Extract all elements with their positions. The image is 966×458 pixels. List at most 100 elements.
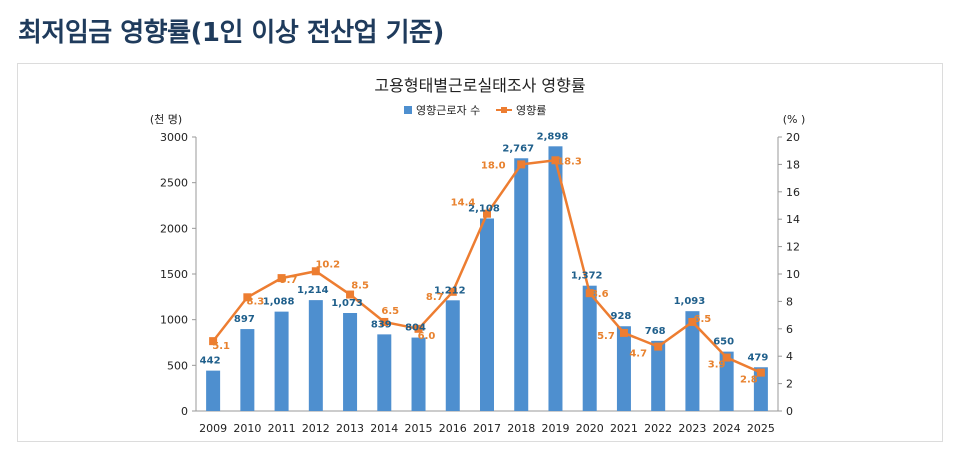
left-tick-label: 1000 [160, 314, 188, 327]
rate-marker [483, 209, 491, 218]
rate-marker [551, 156, 560, 165]
legend-bar-swatch [404, 106, 412, 114]
right-tick-label: 0 [786, 405, 793, 418]
chart-title: 고용형태별근로실태조사 영향률 [374, 76, 586, 95]
legend-line-label: 영향률 [516, 104, 546, 117]
rate-marker [756, 368, 765, 377]
right-tick-label: 20 [786, 131, 800, 144]
rate-marker [243, 293, 252, 302]
bar-data-label: 768 [645, 326, 666, 337]
rate-data-label: 3.9 [708, 360, 726, 371]
bar-data-label: 1,073 [331, 298, 363, 309]
bar [274, 311, 289, 411]
rate-marker [722, 353, 731, 362]
rate-data-label: 8.7 [426, 292, 444, 303]
rate-data-label: 4.7 [629, 349, 647, 360]
left-tick-label: 3000 [160, 131, 188, 144]
bar [719, 351, 734, 411]
rate-data-label: 6.5 [694, 314, 712, 325]
bar [240, 329, 255, 411]
right-tick-label: 4 [786, 350, 793, 363]
rate-marker [517, 160, 526, 169]
left-axis-unit-label: (천 명) [150, 112, 182, 126]
bar [548, 146, 563, 411]
rate-data-label: 18.0 [481, 160, 506, 171]
bar-data-label: 1,212 [434, 285, 466, 296]
rate-data-label: 6.5 [381, 306, 399, 317]
x-tick-label: 2013 [336, 422, 364, 435]
bar-data-label: 839 [371, 319, 392, 330]
left-tick-label: 2500 [160, 177, 188, 190]
rate-marker [277, 274, 286, 283]
bar [411, 337, 426, 411]
bar-data-label: 2,767 [502, 143, 534, 154]
bar [616, 326, 631, 411]
right-tick-label: 16 [786, 186, 800, 199]
x-tick-label: 2016 [439, 422, 467, 435]
rate-data-label: 2.8 [740, 375, 758, 386]
bar-data-label: 1,214 [297, 285, 329, 296]
right-axis-unit-label: (% ) [783, 113, 806, 126]
rate-marker [619, 328, 628, 337]
chart-frame: 고용형태별근로실태조사 영향률 0 500 1000 1500 2000 2500 3000… [17, 63, 943, 442]
bar-data-label: 650 [713, 337, 734, 348]
bar-data-label: 479 [747, 352, 768, 363]
rate-data-label: 8.3 [246, 296, 264, 307]
x-tick-label: 2022 [644, 422, 672, 435]
right-tick-label: 10 [786, 268, 800, 281]
rate-data-label: 5.7 [597, 331, 615, 342]
bar [377, 334, 392, 411]
bar-data-label: 897 [234, 314, 255, 325]
rate-marker [654, 342, 663, 351]
bar-data-label: 1,093 [674, 296, 706, 307]
rate-marker [688, 317, 697, 326]
rate-data-label: 18.3 [557, 156, 582, 167]
rate-marker [414, 324, 423, 333]
rate-data-label: 10.2 [315, 259, 340, 270]
right-tick-label: 14 [786, 213, 800, 226]
rate-marker [346, 290, 355, 299]
x-tick-label: 2011 [268, 422, 296, 435]
x-tick-label: 2009 [199, 422, 227, 435]
x-tick-label: 2018 [507, 422, 535, 435]
right-tick-label: 18 [786, 158, 800, 171]
rate-marker [448, 287, 457, 296]
page-title: 최저임금 영향률(1인 이상 전산업 기준) [18, 18, 444, 48]
left-tick-label: 1500 [160, 268, 188, 281]
rate-marker [209, 337, 218, 346]
rate-data-label: 5.1 [212, 341, 230, 352]
bar [343, 312, 358, 411]
x-tick-label: 2023 [678, 422, 706, 435]
rate-data-label: 9.7 [280, 275, 298, 286]
legend-bar-label: 영향근로자 수 [416, 104, 480, 117]
left-tick-label: 0 [181, 405, 188, 418]
x-tick-label: 2024 [713, 422, 741, 435]
bar-data-label: 928 [611, 311, 632, 322]
x-tick-label: 2020 [576, 422, 604, 435]
bar-data-label: 2,898 [537, 131, 569, 142]
rate-data-label: 6.0 [418, 331, 436, 342]
x-tick-label: 2014 [370, 422, 398, 435]
bar [514, 158, 529, 411]
bar [206, 370, 221, 411]
right-tick-label: 6 [786, 323, 793, 336]
x-tick-label: 2021 [610, 422, 638, 435]
bar-data-label: 2,108 [468, 203, 500, 214]
bar-data-label: 442 [200, 356, 221, 367]
rate-data-label: 8.6 [591, 289, 609, 300]
right-tick-label: 2 [786, 378, 793, 391]
x-tick-label: 2015 [405, 422, 433, 435]
bar-data-label: 1,372 [571, 271, 603, 282]
rate-marker [311, 267, 320, 276]
rate-marker [585, 289, 594, 298]
left-tick-label: 2000 [160, 222, 188, 235]
rate-marker [380, 317, 389, 326]
x-tick-label: 2019 [541, 422, 569, 435]
x-tick-label: 2012 [302, 422, 330, 435]
x-tick-label: 2017 [473, 422, 501, 435]
bar-data-label: 1,088 [263, 297, 295, 308]
left-tick-label: 500 [167, 359, 188, 372]
bar [651, 340, 666, 411]
bar [445, 300, 460, 411]
right-tick-label: 12 [786, 241, 800, 254]
